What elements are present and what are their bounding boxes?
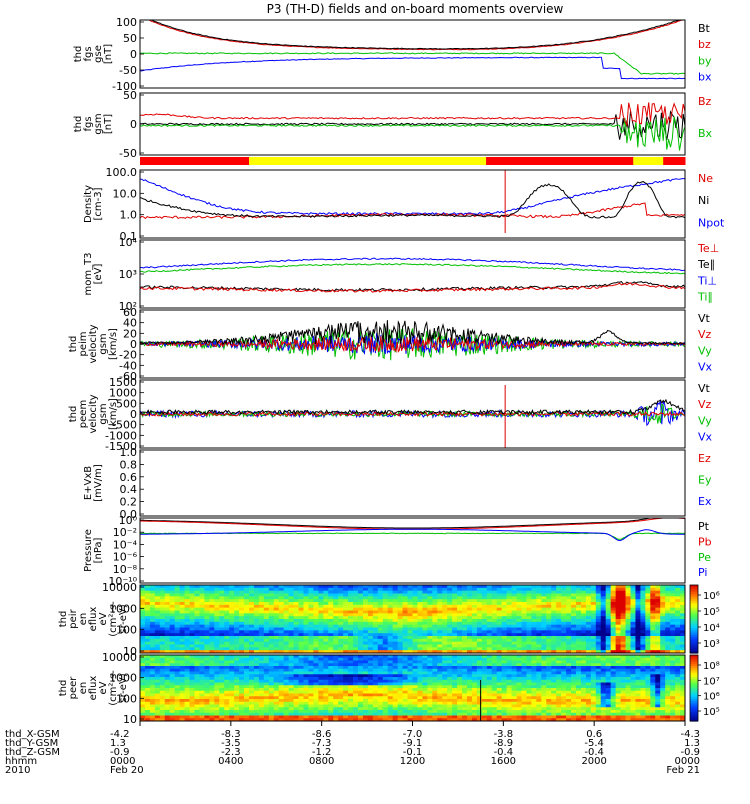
y-tick-label: 0.2 [120, 496, 138, 509]
panel-plot-peer_spectrogram [140, 655, 686, 722]
colorbar-label: 10⁴ [703, 623, 720, 634]
y-axis-label-line: [nT] [103, 44, 114, 64]
y-tick-label: 10⁻⁸ [113, 563, 138, 576]
y-tick-label: 10⁴ [119, 236, 138, 249]
legend-entry-pi: Pi [698, 566, 707, 579]
y-tick-label: 0.4 [120, 483, 138, 496]
y-tick-label: 50 [123, 32, 137, 45]
y-axis-label-line: [mV/m] [93, 464, 104, 502]
y-axis-label-line: [eV] [93, 264, 104, 285]
legend-entry-vy: Vy [698, 414, 712, 427]
y-tick-label: 10.0 [113, 187, 138, 200]
legend-entry-vz: Vz [698, 398, 712, 411]
y-tick-label: -50 [119, 64, 137, 77]
legend-entry-by: by [698, 54, 712, 67]
y-axis-label-density: Density[cm-3] [83, 185, 104, 223]
y-tick-label: 100 [116, 16, 137, 29]
y-tick-label: 10⁻⁶ [113, 551, 138, 564]
y-tick-label: 0 [130, 48, 137, 61]
legend-entry-ti∥: Ti∥ [697, 291, 713, 304]
legend-entry-vy: Vy [698, 344, 712, 357]
y-tick-label: 0 [130, 118, 137, 131]
legend-entry-ne: Ne [698, 172, 713, 185]
legend-entry-ex: Ex [698, 495, 712, 508]
legend-entry-vt: Vt [698, 382, 711, 395]
y-tick-label: 10⁻² [113, 526, 137, 539]
legend-entry-ey: Ey [698, 473, 712, 486]
legend-entry-bt: Bt [698, 22, 711, 35]
legend-entry-te⊥: Te⊥ [697, 242, 719, 255]
legend-entry-vz: Vz [698, 328, 712, 341]
panel-plot-peir_spectrogram [140, 585, 686, 654]
colorbar-label: 10³ [703, 639, 720, 650]
colorbar-label: 10⁶ [703, 591, 720, 602]
y-tick-label: 1.0 [120, 446, 138, 459]
legend-entry-bx: bx [698, 71, 712, 84]
y-axis-label-line: [km/s] [108, 398, 119, 430]
legend-entry-te∥: Te∥ [697, 258, 715, 271]
legend-entry-pt: Pt [698, 520, 710, 533]
y-axis-label-line: sr-eV) [118, 604, 129, 633]
y-tick-label: -50 [119, 147, 137, 160]
y-tick-label: 10⁰ [119, 514, 138, 527]
y-axis-label-line: [nPa] [93, 537, 104, 563]
y-axis-label-efield: E+VxB[mV/m] [83, 464, 104, 502]
y-tick-label: 50 [123, 89, 137, 102]
y-tick-label: 1.0 [120, 209, 138, 222]
legend-entry-npot: Npot [698, 216, 725, 229]
figure-title: P3 (TH-D) fields and on-board moments ov… [267, 2, 564, 16]
colorbar-label: 10⁵ [703, 607, 720, 618]
legend-entry-ti⊥: Ti⊥ [697, 274, 717, 287]
y-tick-label: 100.0 [106, 166, 138, 179]
y-axis-label-line: [km/s] [108, 328, 119, 360]
y-tick-label: 10⁻⁴ [113, 538, 138, 551]
y-tick-label: 10³ [119, 268, 137, 281]
legend-entry-bx: Bx [698, 127, 713, 140]
y-axis-label-line: [cm-3] [93, 187, 104, 220]
legend-entry-bz: Bz [698, 95, 712, 108]
legend-entry-vt: Vt [698, 312, 711, 325]
y-tick-label: 0.6 [120, 471, 138, 484]
y-tick-label: 10000 [102, 581, 137, 594]
legend-entry-pb: Pb [698, 535, 712, 548]
legend-entry-ez: Ez [698, 452, 711, 465]
legend-entry-ni: Ni [698, 194, 709, 207]
legend-entry-bz: bz [698, 38, 711, 51]
y-axis-label-line: [nT] [103, 114, 114, 134]
legend-entry-vx: Vx [698, 431, 713, 444]
legend-entry-pe: Pe [698, 551, 711, 564]
legend-entry-vx: Vx [698, 361, 713, 374]
y-tick-label: 0.8 [120, 458, 138, 471]
